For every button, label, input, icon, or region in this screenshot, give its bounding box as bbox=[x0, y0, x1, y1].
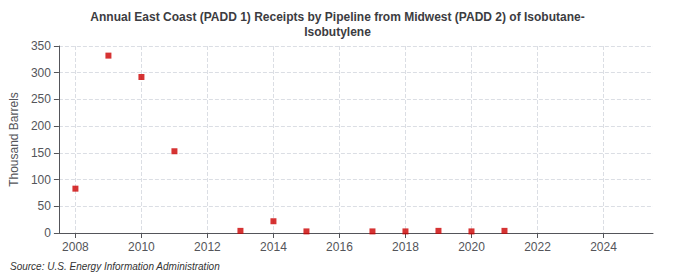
svg-text:300: 300 bbox=[31, 66, 51, 80]
svg-text:0: 0 bbox=[44, 226, 51, 240]
svg-text:2022: 2022 bbox=[524, 240, 551, 254]
svg-text:Source: U.S. Energy Informatio: Source: U.S. Energy Information Administ… bbox=[10, 261, 220, 272]
svg-text:2012: 2012 bbox=[194, 240, 221, 254]
svg-text:2016: 2016 bbox=[326, 240, 353, 254]
svg-text:Thousand Barrels: Thousand Barrels bbox=[7, 92, 21, 187]
svg-text:2010: 2010 bbox=[128, 240, 155, 254]
svg-text:Isobutylene: Isobutylene bbox=[304, 25, 371, 39]
svg-text:350: 350 bbox=[31, 39, 51, 53]
svg-text:Annual East Coast (PADD 1) Rec: Annual East Coast (PADD 1) Receipts by P… bbox=[90, 10, 584, 24]
svg-text:150: 150 bbox=[31, 146, 51, 160]
svg-text:2018: 2018 bbox=[392, 240, 419, 254]
svg-text:200: 200 bbox=[31, 119, 51, 133]
svg-text:2008: 2008 bbox=[62, 240, 89, 254]
svg-text:2014: 2014 bbox=[260, 240, 287, 254]
svg-text:2020: 2020 bbox=[458, 240, 485, 254]
svg-text:100: 100 bbox=[31, 173, 51, 187]
svg-text:2024: 2024 bbox=[590, 240, 617, 254]
svg-text:250: 250 bbox=[31, 92, 51, 106]
svg-text:50: 50 bbox=[38, 199, 52, 213]
